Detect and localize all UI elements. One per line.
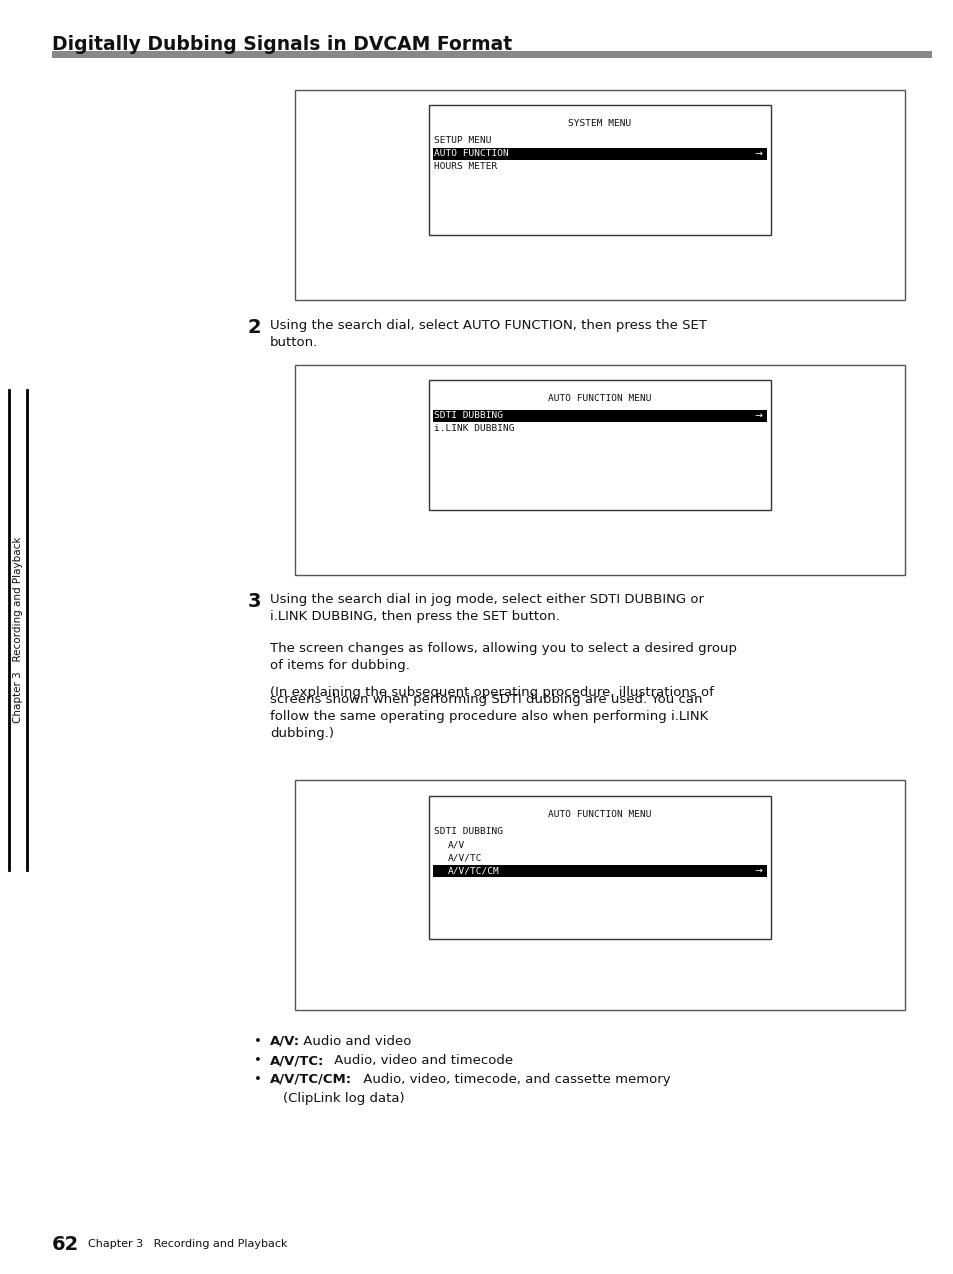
Text: button.: button. (270, 336, 318, 349)
Text: Chapter 3   Recording and Playback: Chapter 3 Recording and Playback (88, 1240, 287, 1249)
Bar (429, 380, 770, 510)
Text: follow the same operating procedure also when performing i.LINK: follow the same operating procedure also… (270, 710, 707, 724)
Text: →: → (754, 866, 762, 875)
Text: A/V/TC/CM:: A/V/TC/CM: (270, 1073, 352, 1085)
Text: Audio and video: Audio and video (298, 1034, 411, 1049)
Text: screens shown when performing SDTI dubbing are used. You can: screens shown when performing SDTI dubbi… (270, 693, 701, 706)
Text: A/V: A/V (448, 840, 465, 848)
Text: →: → (754, 410, 762, 419)
Text: Digitally Dubbing Signals in DVCAM Format: Digitally Dubbing Signals in DVCAM Forma… (52, 34, 512, 54)
Text: AUTO FUNCTION MENU: AUTO FUNCTION MENU (548, 394, 651, 403)
Bar (294, 90, 904, 299)
Text: Using the search dial in jog mode, select either SDTI DUBBING or: Using the search dial in jog mode, selec… (270, 592, 703, 606)
Text: A/V/TC/CM: A/V/TC/CM (448, 866, 499, 875)
Text: 62: 62 (52, 1235, 79, 1254)
Text: Using the search dial, select AUTO FUNCTION, then press the SET: Using the search dial, select AUTO FUNCT… (270, 318, 706, 333)
Text: Audio, video and timecode: Audio, video and timecode (330, 1054, 513, 1068)
Text: Audio, video, timecode, and cassette memory: Audio, video, timecode, and cassette mem… (358, 1073, 670, 1085)
Text: dubbing.): dubbing.) (270, 727, 334, 740)
Text: →: → (754, 149, 762, 158)
Bar (294, 364, 904, 575)
Text: •: • (253, 1034, 262, 1049)
Bar (433, 148, 766, 159)
Text: SYSTEM MENU: SYSTEM MENU (568, 118, 631, 127)
Bar (429, 104, 770, 234)
Text: i.LINK DUBBING, then press the SET button.: i.LINK DUBBING, then press the SET butto… (270, 610, 559, 623)
Text: SDTI DUBBING: SDTI DUBBING (434, 410, 502, 419)
Text: A/V/TC: A/V/TC (448, 854, 482, 862)
Bar (433, 410, 766, 422)
Text: Chapter 3   Recording and Playback: Chapter 3 Recording and Playback (13, 536, 23, 724)
Text: The screen changes as follows, allowing you to select a desired group: The screen changes as follows, allowing … (270, 642, 737, 655)
Text: of items for dubbing.: of items for dubbing. (270, 659, 410, 671)
Text: SETUP MENU: SETUP MENU (434, 136, 491, 145)
Bar (52, 51, 931, 59)
Bar (429, 796, 770, 939)
Text: i.LINK DUBBING: i.LINK DUBBING (434, 424, 515, 433)
Text: 2: 2 (248, 318, 261, 338)
Text: AUTO FUNCTION: AUTO FUNCTION (434, 149, 508, 158)
Text: (In explaining the subsequent operating procedure, illustrations of: (In explaining the subsequent operating … (270, 685, 713, 699)
Text: HOURS METER: HOURS METER (434, 162, 497, 171)
Text: SDTI DUBBING: SDTI DUBBING (434, 827, 502, 836)
Bar (433, 865, 766, 877)
Text: 3: 3 (248, 592, 261, 612)
Text: A/V:: A/V: (270, 1034, 300, 1049)
Text: •: • (253, 1073, 262, 1085)
Text: A/V/TC:: A/V/TC: (270, 1054, 324, 1068)
Text: AUTO FUNCTION MENU: AUTO FUNCTION MENU (548, 810, 651, 819)
Text: •: • (253, 1054, 262, 1068)
Bar (294, 780, 904, 1010)
Text: (ClipLink log data): (ClipLink log data) (283, 1092, 404, 1105)
